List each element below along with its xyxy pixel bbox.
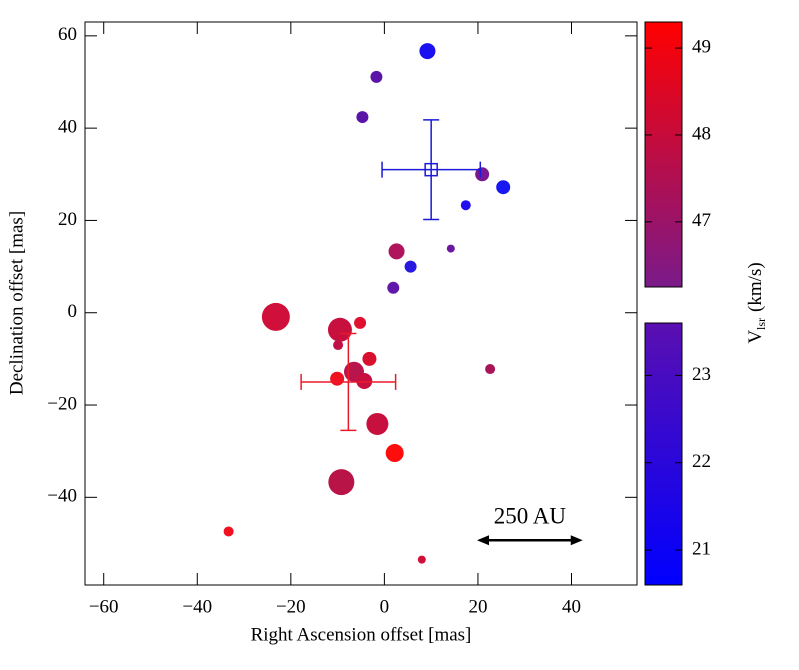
maser-spot xyxy=(223,526,234,537)
x-tick-label: −20 xyxy=(276,596,306,617)
colorbar-tick-label: 48 xyxy=(692,123,711,144)
colorbar-segment xyxy=(644,322,683,586)
maser-spot xyxy=(388,243,405,260)
colorbar-label-sub: lsr xyxy=(754,318,768,330)
x-tick-label: 20 xyxy=(468,596,487,617)
colorbar-tick-label: 47 xyxy=(692,210,711,231)
maser-spot xyxy=(362,351,377,366)
maser-spot xyxy=(330,371,345,386)
maser-spot xyxy=(496,180,511,195)
maser-spot xyxy=(354,316,367,329)
x-tick-label: 0 xyxy=(380,596,390,617)
colorbar-label-unit: (km/s) xyxy=(745,262,766,312)
scale-label: 250 AU xyxy=(494,504,567,529)
y-tick-label: 60 xyxy=(58,24,77,45)
centroid-marker xyxy=(424,162,438,177)
maser-spot xyxy=(485,364,496,375)
y-tick-label: −40 xyxy=(47,486,77,507)
scale-arrowhead xyxy=(570,535,583,546)
maser-spot xyxy=(328,469,355,496)
x-tick-label: −40 xyxy=(182,596,212,617)
maser-spot xyxy=(385,444,404,463)
maser-spot xyxy=(327,317,352,342)
maser-spot xyxy=(475,167,490,182)
colorbar-label: Vlsr (km/s) xyxy=(745,262,767,343)
colorbar-label-main: V xyxy=(745,330,766,344)
maser-spot xyxy=(404,260,417,273)
y-tick-label: −20 xyxy=(47,393,77,414)
maser-spot xyxy=(460,200,471,211)
maser-spot xyxy=(419,43,436,60)
maser-spot xyxy=(356,111,369,124)
maser-spot xyxy=(370,70,383,83)
plot-frame xyxy=(84,21,638,586)
colorbar-tick-label: 23 xyxy=(692,364,711,385)
y-axis-label: Declination offset [mas] xyxy=(6,211,27,395)
maser-spot xyxy=(417,555,426,564)
maser-spot xyxy=(356,373,373,390)
colorbar-tick-label: 22 xyxy=(692,451,711,472)
maser-spot xyxy=(333,340,344,351)
y-tick-label: 40 xyxy=(58,116,77,137)
y-tick-label: 20 xyxy=(58,209,77,230)
colorbar-tick-label: 21 xyxy=(692,538,711,559)
maser-spot xyxy=(387,281,400,294)
x-tick-label: −60 xyxy=(89,596,119,617)
scale-arrowhead xyxy=(477,535,490,546)
x-axis-label: Right Ascension offset [mas] xyxy=(251,624,472,645)
maser-spot xyxy=(446,244,455,253)
colorbar-tick-label: 49 xyxy=(692,36,711,57)
maser-spot xyxy=(261,302,290,331)
x-tick-label: 40 xyxy=(562,596,581,617)
maser-spot xyxy=(366,412,389,435)
y-tick-label: 0 xyxy=(68,301,78,322)
colorbar-segment xyxy=(644,21,683,288)
